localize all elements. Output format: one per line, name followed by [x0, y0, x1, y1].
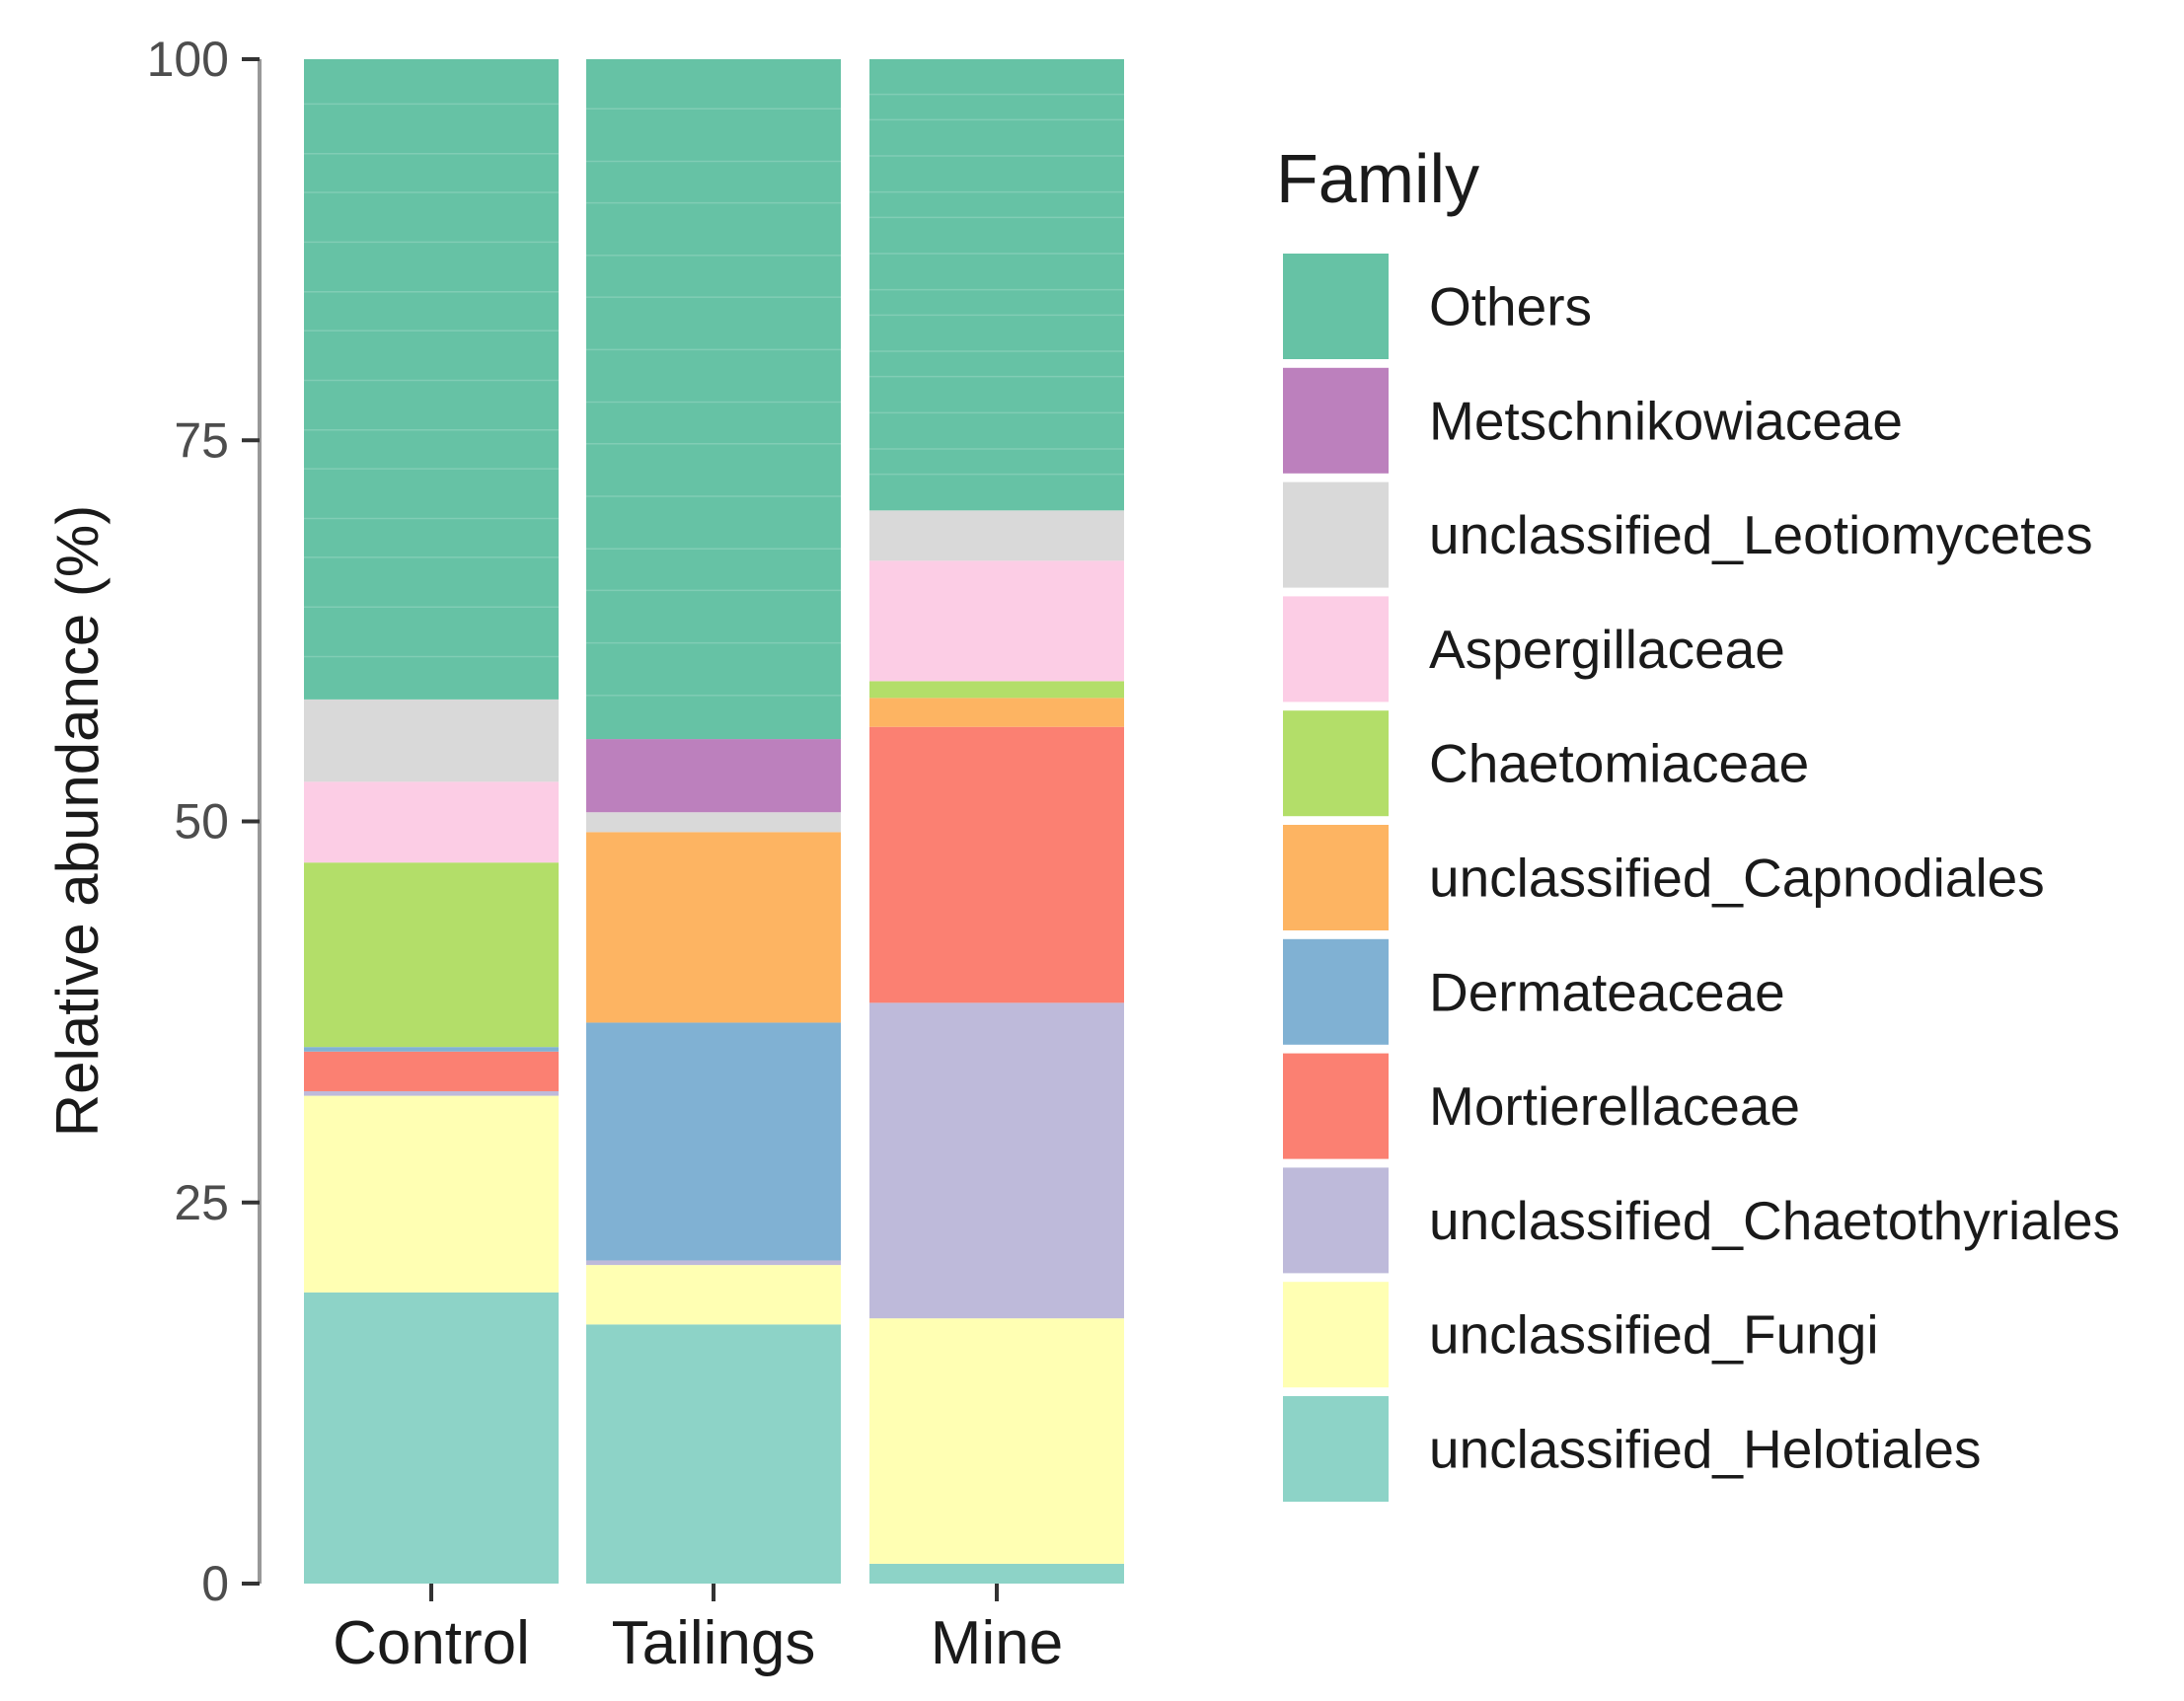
bar-tailings-metschnikowiaceae — [586, 739, 841, 813]
bar-mine-unclassified-leotiomycetes — [869, 510, 1124, 561]
legend-label-others: Others — [1429, 276, 1592, 337]
y-axis: 0 25 50 75 100 — [147, 32, 262, 1611]
x-tick-label-control: Control — [333, 1609, 530, 1677]
bar-tailings-unclassified-chaetothyriales — [586, 1260, 841, 1266]
bar-mine-aspergillaceae — [869, 560, 1124, 682]
bar-tailings-dermateaceae — [586, 1022, 841, 1261]
y-tick-label-100: 100 — [147, 32, 229, 87]
legend-key-others — [1283, 254, 1389, 359]
legend-key-unclassified-capnodiales — [1283, 825, 1389, 930]
legend-key-unclassified-chaetothyriales — [1283, 1167, 1389, 1274]
x-tick-label-tailings: Tailings — [612, 1609, 816, 1677]
legend-label-unclassified-helotiales: unclassified_Helotiales — [1429, 1419, 1981, 1480]
legend: Family Others Metschnikowiaceae unclassifi… — [1276, 140, 2120, 1502]
legend-key-aspergillaceae — [1283, 596, 1389, 703]
bar-control-unclassified-helotiales — [304, 1292, 559, 1584]
legend-label-dermateaceae: Dermateaceae — [1429, 961, 1785, 1022]
bar-mine-unclassified-capnodiales — [869, 698, 1124, 727]
y-axis-title: Relative abundance (%) — [44, 505, 111, 1137]
legend-label-unclassified-leotiomycetes: unclassified_Leotiomycetes — [1429, 504, 2093, 565]
bar-mine-unclassified-fungi — [869, 1318, 1124, 1564]
legend-label-chaetomiaceae: Chaetomiaceae — [1429, 733, 1809, 794]
legend-label-metschnikowiaceae: Metschnikowiaceae — [1429, 390, 1903, 451]
y-tick-label-25: 25 — [174, 1175, 229, 1230]
bar-control-unclassified-leotiomycetes — [304, 699, 559, 782]
bar-mine-chaetomiaceae — [869, 681, 1124, 699]
bar-mine-mortierellaceae — [869, 726, 1124, 1003]
legend-key-mortierellaceae — [1283, 1053, 1389, 1159]
bar-control-mortierellaceae — [304, 1051, 559, 1091]
bar-tailings-unclassified-capnodiales — [586, 832, 841, 1023]
legend-label-unclassified-chaetothyriales: unclassified_Chaetothyriales — [1429, 1190, 2120, 1251]
bar-tailings-others — [586, 59, 841, 740]
legend-label-unclassified-fungi: unclassified_Fungi — [1429, 1304, 1879, 1366]
bar-control-aspergillaceae — [304, 781, 559, 863]
legend-key-unclassified-leotiomycetes — [1283, 481, 1389, 588]
legend-label-unclassified-capnodiales: unclassified_Capnodiales — [1429, 848, 2045, 909]
x-axis: Control Tailings Mine — [333, 1584, 1063, 1677]
legend-key-chaetomiaceae — [1283, 710, 1389, 817]
y-tick-label-0: 0 — [201, 1556, 229, 1611]
bar-tailings-unclassified-fungi — [586, 1265, 841, 1325]
bar-control-chaetomiaceae — [304, 862, 559, 1048]
bar-control-dermateaceae — [304, 1047, 559, 1052]
legend-key-unclassified-helotiales — [1283, 1396, 1389, 1502]
bar-control-unclassified-chaetothyriales — [304, 1090, 559, 1096]
bar-tailings-unclassified-helotiales — [586, 1324, 841, 1584]
y-tick-label-50: 50 — [174, 794, 229, 850]
legend-key-unclassified-fungi — [1283, 1282, 1389, 1388]
bar-tailings-unclassified-leotiomycetes — [586, 812, 841, 833]
legend-title: Family — [1276, 140, 1479, 217]
bar-control-others — [304, 59, 559, 700]
legend-label-mortierellaceae: Mortierellaceae — [1429, 1075, 1800, 1137]
bars — [304, 59, 1124, 1584]
legend-key-dermateaceae — [1283, 938, 1389, 1045]
others-stripes — [304, 93, 1124, 697]
x-tick-label-mine: Mine — [931, 1609, 1063, 1677]
bar-control-unclassified-fungi — [304, 1095, 559, 1293]
y-tick-label-75: 75 — [174, 412, 229, 468]
legend-key-metschnikowiaceae — [1283, 367, 1389, 474]
legend-label-aspergillaceae: Aspergillaceae — [1429, 619, 1785, 680]
bar-mine-unclassified-helotiales — [869, 1563, 1124, 1584]
bar-mine-unclassified-chaetothyriales — [869, 1002, 1124, 1319]
bar-mine-others — [869, 59, 1124, 511]
